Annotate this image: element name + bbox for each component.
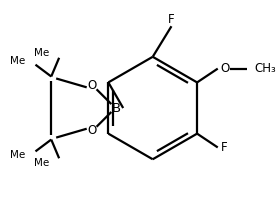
Text: F: F	[221, 141, 228, 154]
Text: O: O	[87, 124, 96, 137]
Text: Me: Me	[34, 48, 49, 58]
Text: O: O	[220, 62, 229, 75]
Text: O: O	[87, 79, 96, 92]
Text: F: F	[168, 13, 175, 26]
Text: CH₃: CH₃	[254, 62, 276, 75]
Text: Me: Me	[10, 56, 25, 66]
Text: B: B	[112, 101, 121, 115]
Text: Me: Me	[34, 158, 49, 168]
Text: Me: Me	[10, 150, 25, 160]
